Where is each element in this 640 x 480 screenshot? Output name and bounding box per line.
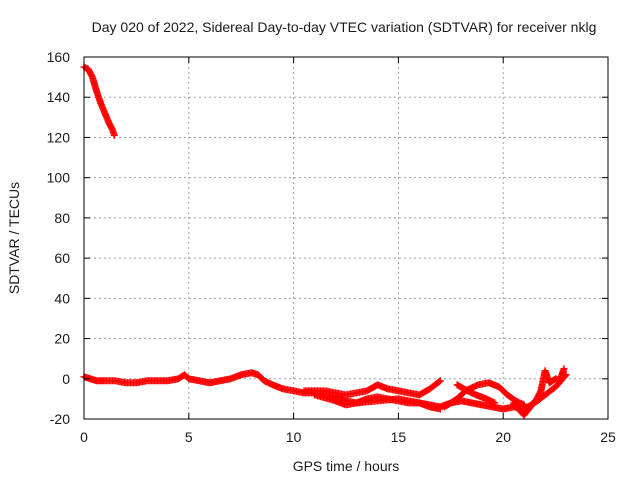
y-tick-labels: -20 0 20 40 60 80 100 120 140 160 bbox=[47, 49, 71, 427]
data-point bbox=[436, 377, 444, 385]
y-tick-label: 60 bbox=[54, 250, 70, 266]
x-tick-label: 25 bbox=[600, 429, 616, 445]
chart-title: Day 020 of 2022, Sidereal Day-to-day VTE… bbox=[92, 19, 597, 35]
data-point bbox=[520, 401, 528, 409]
series-early-decline bbox=[80, 63, 118, 139]
data-point bbox=[560, 365, 568, 373]
x-tick-label: 0 bbox=[80, 429, 88, 445]
data-point bbox=[436, 405, 444, 413]
x-tick-label: 10 bbox=[286, 429, 302, 445]
x-tick-label: 5 bbox=[185, 429, 193, 445]
y-tick-label: 20 bbox=[54, 331, 70, 347]
y-tick-label: 80 bbox=[54, 210, 70, 226]
axis-ticks bbox=[83, 56, 609, 420]
series-upper-band bbox=[300, 377, 444, 399]
y-axis-title: SDTVAR / TECUs bbox=[6, 182, 22, 294]
grid bbox=[84, 57, 608, 419]
plot-frame bbox=[83, 56, 609, 420]
y-tick-label: 120 bbox=[47, 129, 71, 145]
series-arc-18-19 bbox=[453, 381, 499, 407]
y-tick-label: -20 bbox=[50, 411, 70, 427]
data-point bbox=[435, 378, 443, 386]
x-axis-title: GPS time / hours bbox=[293, 458, 400, 474]
x-tick-labels: 0 5 10 15 20 25 bbox=[80, 429, 616, 445]
data-point bbox=[110, 131, 118, 139]
y-tick-label: 0 bbox=[62, 371, 70, 387]
y-tick-label: 160 bbox=[47, 49, 71, 65]
x-tick-label: 20 bbox=[495, 429, 511, 445]
series-scatter-21-23 bbox=[510, 365, 568, 419]
data-point bbox=[491, 399, 499, 407]
data-marks bbox=[80, 63, 570, 419]
y-tick-label: 140 bbox=[47, 89, 71, 105]
x-tick-label: 15 bbox=[391, 429, 407, 445]
series-lower-band bbox=[311, 391, 444, 413]
y-tick-label: 100 bbox=[47, 170, 71, 186]
y-tick-label: 40 bbox=[54, 290, 70, 306]
